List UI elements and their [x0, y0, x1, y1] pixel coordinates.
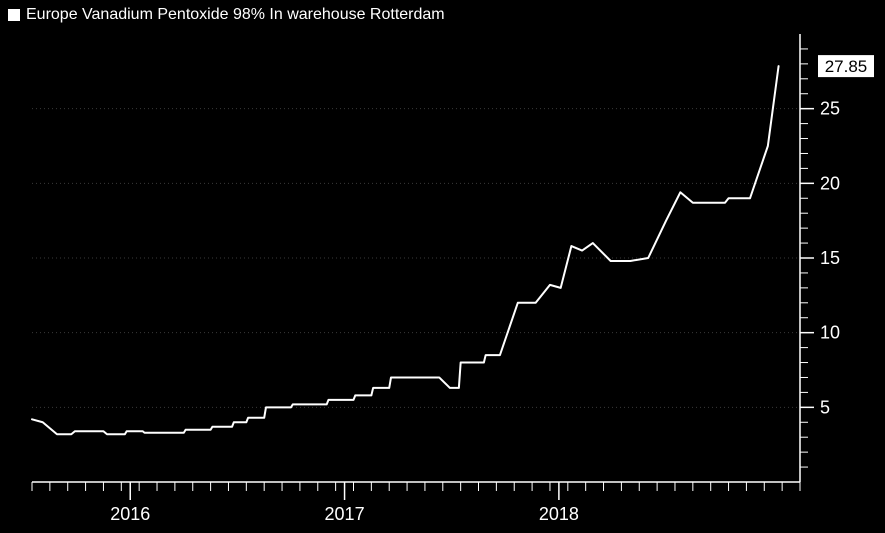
svg-text:2016: 2016: [110, 504, 150, 524]
legend-swatch: [8, 9, 20, 21]
legend: Europe Vanadium Pentoxide 98% In warehou…: [8, 6, 445, 24]
svg-text:20: 20: [820, 173, 840, 193]
price-chart: 2016 2017 2018 5 10 15 20 25 27.85: [6, 30, 879, 527]
svg-text:2018: 2018: [539, 504, 579, 524]
svg-text:2017: 2017: [325, 504, 365, 524]
svg-text:10: 10: [820, 323, 840, 343]
svg-text:25: 25: [820, 99, 840, 119]
legend-label: Europe Vanadium Pentoxide 98% In warehou…: [26, 6, 445, 24]
svg-text:15: 15: [820, 248, 840, 268]
svg-text:5: 5: [820, 397, 830, 417]
svg-text:27.85: 27.85: [825, 57, 868, 76]
